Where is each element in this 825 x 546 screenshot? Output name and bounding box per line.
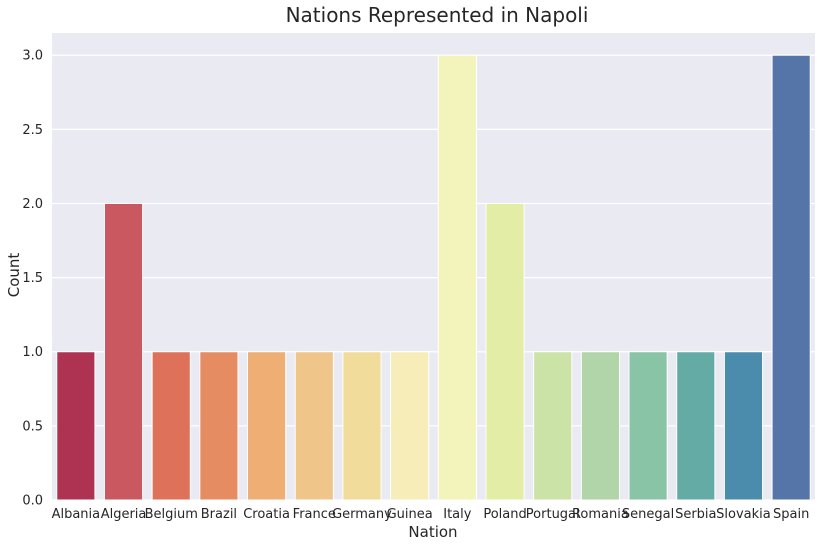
x-tick-label: Italy xyxy=(443,507,472,522)
x-tick-label: Germany xyxy=(332,507,392,522)
bar-algeria xyxy=(103,202,144,501)
bar-poland xyxy=(485,202,525,501)
bars xyxy=(56,54,811,501)
bar-brazil xyxy=(199,351,239,501)
x-axis-label: Nation xyxy=(408,523,457,541)
y-tick-label: 1.5 xyxy=(22,271,43,286)
x-tick-label: Guinea xyxy=(387,507,433,522)
bar-albania xyxy=(56,351,96,501)
x-tick-label: Croatia xyxy=(243,507,290,522)
y-tick-label: 2.0 xyxy=(22,197,43,212)
x-tick-label: France xyxy=(293,507,336,522)
y-tick-label: 3.0 xyxy=(22,49,43,64)
y-axis-ticks: 0.0 0.5 1.0 1.5 2.0 2.5 3.0 xyxy=(22,49,43,509)
x-tick-label: Brazil xyxy=(201,507,237,522)
x-tick-label: Poland xyxy=(483,507,526,522)
x-tick-label: Portugal xyxy=(526,507,580,522)
y-tick-label: 2.5 xyxy=(22,123,43,138)
bar-croatia xyxy=(247,351,287,501)
bar-france xyxy=(294,351,334,501)
y-axis-label: Count xyxy=(5,253,23,298)
bar-italy xyxy=(437,54,477,501)
bar-romania xyxy=(580,351,620,501)
bar-slovakia xyxy=(723,351,764,501)
bar-belgium xyxy=(151,351,191,501)
y-tick-label: 1.0 xyxy=(22,345,43,360)
bar-germany xyxy=(342,351,382,501)
x-tick-label: Belgium xyxy=(145,507,198,522)
x-tick-label: Algeria xyxy=(101,507,147,522)
y-tick-label: 0.5 xyxy=(22,419,43,434)
x-tick-label: Senegal xyxy=(622,507,674,522)
x-tick-label: Slovakia xyxy=(716,507,771,522)
x-tick-label: Romania xyxy=(572,507,629,522)
x-tick-label: Spain xyxy=(773,507,809,522)
y-tick-label: 0.0 xyxy=(22,494,43,509)
chart-title: Nations Represented in Napoli xyxy=(286,3,589,27)
bar-serbia xyxy=(676,351,716,501)
x-tick-label: Serbia xyxy=(675,507,716,522)
bar-portugal xyxy=(533,351,573,501)
bar-senegal xyxy=(628,351,668,501)
x-tick-label: Albania xyxy=(52,507,101,522)
bar-spain xyxy=(771,54,811,501)
bar-guinea xyxy=(390,351,430,501)
